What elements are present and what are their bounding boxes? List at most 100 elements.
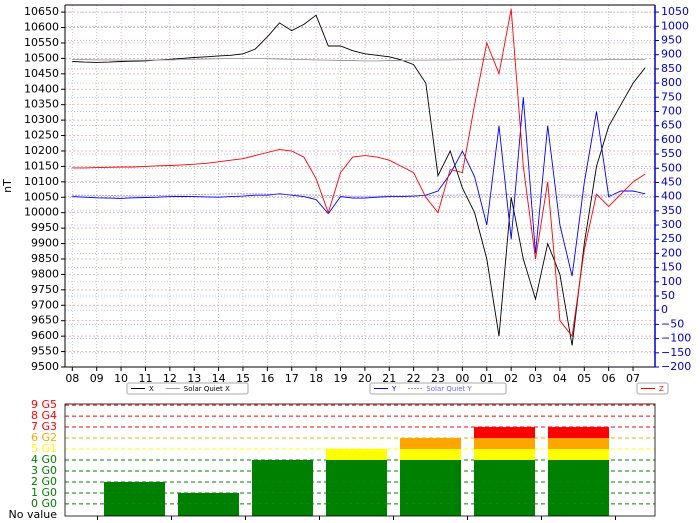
y-tick-label: 10450 [24, 67, 59, 80]
y-tick-label: 9850 [31, 252, 59, 265]
y2-tick-label: 350 [661, 204, 682, 217]
y-tick-label: 10150 [24, 159, 59, 172]
y-tick-label: 1 G0 [31, 486, 57, 499]
y2-tick-label: 600 [661, 133, 682, 146]
bar-segment [474, 427, 535, 439]
y-tick-label: 10050 [24, 190, 59, 203]
bar-segment [104, 492, 165, 504]
y2-tick-label: 250 [661, 232, 682, 245]
bar-segment [252, 460, 313, 471]
x-tick-label: 09 [90, 372, 104, 385]
bar-segment [474, 460, 535, 471]
bar-segment [474, 438, 535, 450]
y2-tick-label: 700 [661, 104, 682, 117]
y-tick-label: 10000 [24, 206, 59, 219]
x-tick-label: 07 [626, 372, 640, 385]
y-tick-label: 9600 [31, 329, 59, 342]
y2-tick-label: −100 [661, 332, 691, 345]
y-tick-label: 9550 [31, 345, 59, 358]
x-tick-label: 05 [577, 372, 591, 385]
x-tick-label: 13 [187, 372, 201, 385]
series-line [72, 97, 646, 277]
y2-tick-label: 750 [661, 90, 682, 103]
x-tick-label: 10 [114, 372, 128, 385]
bar-segment [548, 470, 609, 482]
bar-segment [326, 503, 387, 516]
bar-segment [548, 481, 609, 493]
bar-segment [326, 481, 387, 493]
bar-segment [178, 492, 239, 504]
y-tick-label: 10400 [24, 82, 59, 95]
y-tick-label: 10250 [24, 129, 59, 142]
x-tick-label: 08 [65, 372, 79, 385]
x-tick-label: 04 [553, 372, 567, 385]
x-tick-label: 12 [163, 372, 177, 385]
bar-segment [326, 460, 387, 471]
y2-tick-label: 500 [661, 161, 682, 174]
bar-segment [548, 503, 609, 516]
legend-label: Y [391, 385, 397, 393]
series-line [72, 14, 646, 346]
x-tick-label: 14 [212, 372, 226, 385]
y-tick-label: 7 G3 [31, 420, 57, 433]
y-tick-label: 9800 [31, 267, 59, 280]
legend-box [126, 382, 249, 395]
bar-segment [548, 460, 609, 471]
x-tick-label: 21 [382, 372, 396, 385]
bar-segment [400, 449, 461, 460]
bar-segment [252, 470, 313, 482]
y-tick-label: 5 G1 [31, 442, 57, 455]
y-tick-label: 10200 [24, 144, 59, 157]
legend-label: Solar Quiet Y [426, 385, 472, 393]
x-tick-label: 18 [309, 372, 323, 385]
y2-tick-label: 550 [661, 147, 682, 160]
y-tick-label: 10550 [24, 36, 59, 49]
y-tick-label: 2 G0 [31, 475, 57, 488]
bar-segment [400, 492, 461, 504]
bar-segment [104, 481, 165, 493]
y-tick-label: 9950 [31, 221, 59, 234]
bar-segment [400, 470, 461, 482]
y-tick-label: 3 G0 [31, 464, 57, 477]
y-tick-label: 10600 [24, 21, 59, 34]
x-tick-label: 06 [602, 372, 616, 385]
series-line [72, 57, 646, 62]
y2-tick-label: 650 [661, 119, 682, 132]
x-tick-label: 17 [285, 372, 299, 385]
y-tick-label: 0 G0 [31, 497, 57, 510]
legend-box [369, 382, 507, 395]
series-line [72, 8, 646, 338]
bar-segment [252, 492, 313, 504]
legend-label: Solar Quiet X [184, 385, 230, 393]
y-tick-label: 4 G0 [31, 453, 57, 466]
x-tick-label: 22 [407, 372, 421, 385]
y-tick-label: 10500 [24, 51, 59, 64]
x-tick-label: 15 [236, 372, 250, 385]
y-tick-label: 6 G2 [31, 431, 57, 444]
bar-segment [474, 503, 535, 516]
bar-segment [104, 503, 165, 516]
bar-segment [326, 470, 387, 482]
bar-segment [474, 492, 535, 504]
y-tick-label: 9700 [31, 298, 59, 311]
y-tick-label: 9 G5 [31, 398, 57, 411]
y-tick-label: No value [8, 508, 57, 521]
y2-tick-label: 450 [661, 175, 682, 188]
bar-segment [548, 449, 609, 460]
y-tick-label: 10100 [24, 175, 59, 188]
y2-tick-label: 800 [661, 76, 682, 89]
bar-segment [178, 503, 239, 516]
bar-segment [474, 449, 535, 460]
bar-segment [400, 481, 461, 493]
bar-segment [548, 438, 609, 450]
y-axis-label: nT [1, 179, 14, 193]
bar-segment [474, 470, 535, 482]
plot-frame [64, 403, 656, 517]
y2-tick-label: −200 [661, 360, 691, 373]
bar-segment [548, 427, 609, 439]
x-tick-label: 11 [138, 372, 152, 385]
y2-tick-label: 100 [661, 275, 682, 288]
y2-tick-label: 1050 [661, 5, 689, 18]
bar-segment [400, 460, 461, 471]
y-tick-label: 10300 [24, 113, 59, 126]
